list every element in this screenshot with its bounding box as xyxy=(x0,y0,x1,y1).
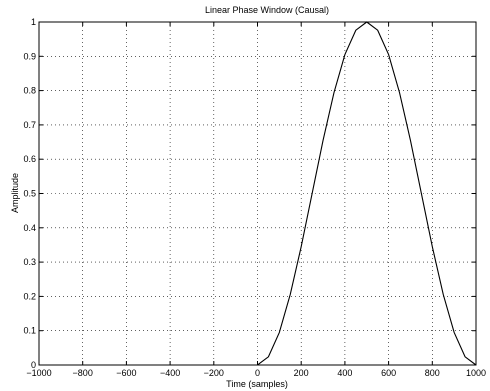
y-tick-label: 0.6 xyxy=(23,154,36,164)
series-line xyxy=(39,21,477,366)
x-tick-label: −1000 xyxy=(26,368,51,378)
y-tick-label: 0.9 xyxy=(23,51,36,61)
x-tick-label: −400 xyxy=(160,368,180,378)
x-tick-label: −800 xyxy=(73,368,93,378)
y-tick-label: 0.5 xyxy=(23,189,36,199)
y-tick-label: 0.8 xyxy=(23,86,36,96)
y-tick-label: 0.2 xyxy=(23,291,36,301)
x-tick-label: 1000 xyxy=(466,368,486,378)
grid xyxy=(39,22,476,365)
y-tick-label: 0.3 xyxy=(23,257,36,267)
y-tick-label: 1 xyxy=(31,17,36,27)
plot-frame xyxy=(38,21,477,366)
chart-title: Linear Phase Window (Causal) xyxy=(205,5,329,15)
x-axis-label: Time (samples) xyxy=(226,379,288,389)
y-tick-label: 0.1 xyxy=(23,326,36,336)
x-tick-label: −200 xyxy=(204,368,224,378)
x-tick-label: 400 xyxy=(337,368,352,378)
series-layer xyxy=(39,21,477,366)
x-tick-label: −600 xyxy=(116,368,136,378)
x-tick-label: 600 xyxy=(381,368,396,378)
y-tick-label: 0 xyxy=(31,360,36,370)
x-tick-label: 200 xyxy=(294,368,309,378)
x-tick-label: 800 xyxy=(425,368,440,378)
y-tick-label: 0.4 xyxy=(23,223,36,233)
y-axis-label: Amplitude xyxy=(10,173,20,213)
ticks: −1000 −800 −600 −400 −200 0 200 400 600 800 1000 0 0… xyxy=(23,17,486,378)
y-tick-label: 0.7 xyxy=(23,120,36,130)
x-tick-label: 0 xyxy=(255,368,260,378)
